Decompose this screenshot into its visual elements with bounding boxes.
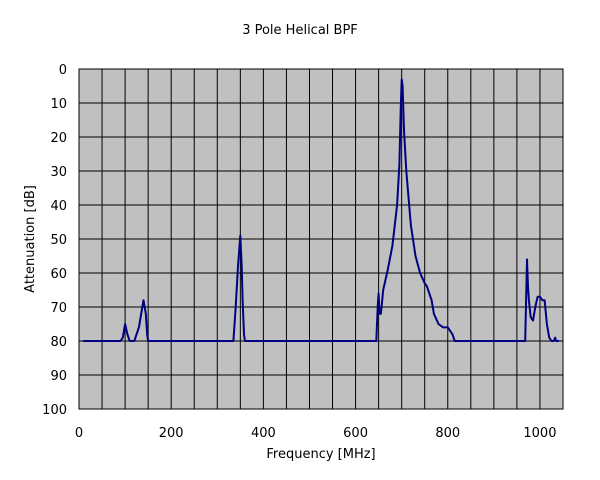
x-tick-label: 0: [75, 426, 83, 441]
y-axis-ticks: 0 10 20 30 40 50 60 70 80 90 100: [42, 63, 67, 418]
y-tick-label: 20: [50, 131, 67, 146]
y-tick-label: 40: [50, 199, 67, 214]
y-tick-label: 30: [50, 165, 67, 180]
x-axis-label: Frequency [MHz]: [266, 447, 375, 462]
x-axis-ticks: 0 200 400 600 800 1000: [75, 426, 557, 441]
y-tick-label: 10: [50, 97, 67, 112]
y-tick-label: 50: [50, 233, 67, 248]
chart-title: 3 Pole Helical BPF: [242, 23, 358, 38]
x-tick-label: 200: [159, 426, 184, 441]
y-tick-label: 0: [59, 63, 67, 78]
y-tick-label: 70: [50, 301, 67, 316]
series-group: [82, 78, 560, 342]
y-tick-label: 80: [50, 335, 67, 350]
x-tick-label: 400: [251, 426, 276, 441]
y-tick-label: 90: [50, 369, 67, 384]
y-axis-label: Attenuation [dB]: [23, 185, 38, 293]
series-line-0: [82, 78, 560, 342]
grid-lines: [79, 69, 563, 409]
y-tick-label: 100: [42, 403, 67, 418]
x-tick-label: 800: [435, 426, 460, 441]
y-tick-label: 60: [50, 267, 67, 282]
x-tick-label: 600: [343, 426, 368, 441]
x-tick-label: 1000: [523, 426, 556, 441]
